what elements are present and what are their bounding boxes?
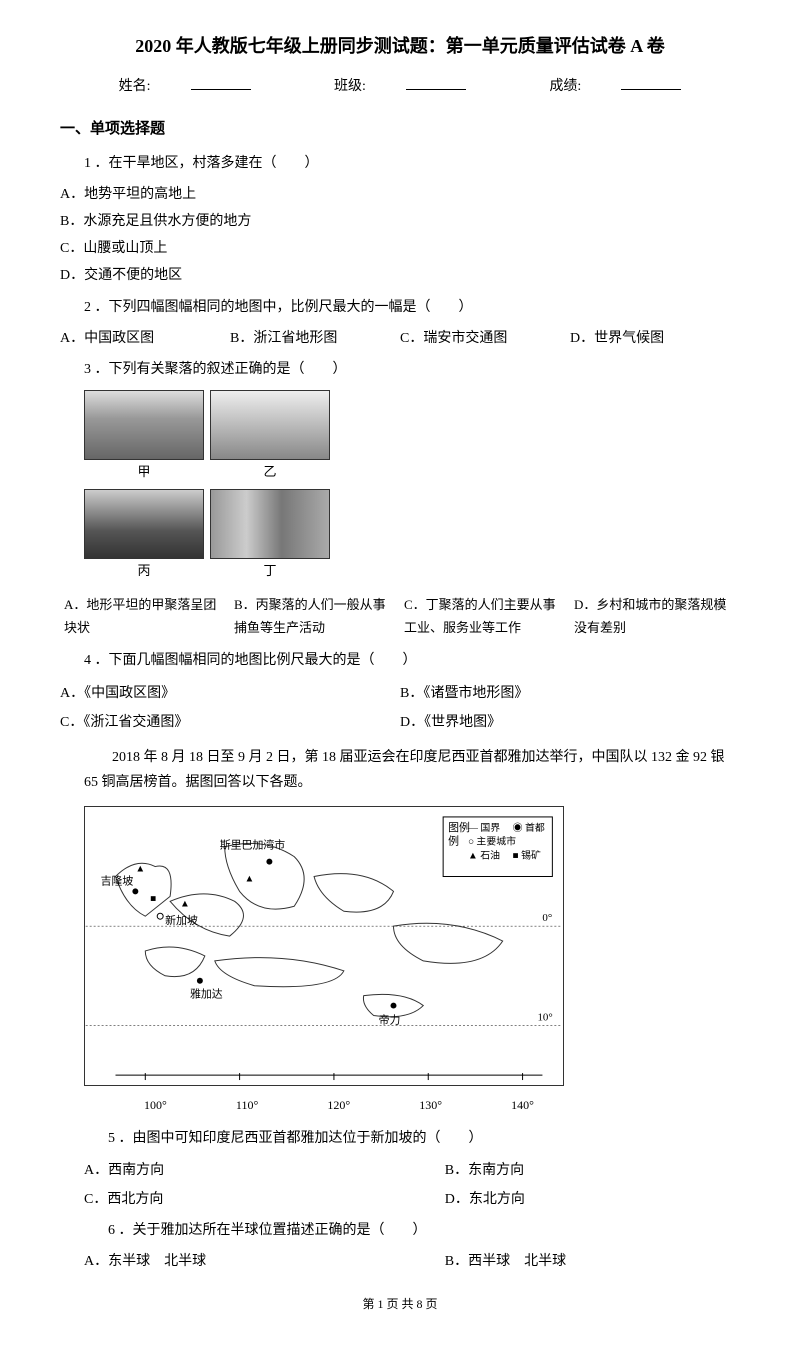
q3-opt-a[interactable]: A．地形平坦的甲聚落呈团块状	[60, 591, 230, 642]
svg-text:斯里巴加湾市: 斯里巴加湾市	[220, 837, 286, 851]
q1-opt-d[interactable]: D．交通不便的地区	[60, 263, 740, 288]
q3-img-b	[210, 390, 330, 460]
question-3: 3 ．下列有关聚落的叙述正确的是（ ）	[84, 357, 740, 382]
svg-text:■ 锡矿: ■ 锡矿	[513, 848, 541, 861]
map-figure: 图例 例 — 国界 ◉ 首都 ○ 主要城市 ▲ 石油 ■ 锡矿 0° 10° 斯…	[84, 806, 564, 1117]
q3-opt-c[interactable]: C．丁聚落的人们主要从事工业、服务业等工作	[400, 591, 570, 642]
svg-text:新加坡: 新加坡	[165, 913, 198, 927]
section-1-title: 一、单项选择题	[60, 116, 740, 143]
question-2-options: A．中国政区图 B．浙江省地形图 C．瑞安市交通图 D．世界气候图	[60, 326, 740, 351]
q3-cap-a: 甲	[84, 460, 204, 483]
q1-opt-b[interactable]: B．水源充足且供水方便的地方	[60, 209, 740, 234]
page-title: 2020 年人教版七年级上册同步测试题：第一单元质量评估试卷 A 卷	[60, 30, 740, 62]
q2-opt-a[interactable]: A．中国政区图	[60, 326, 230, 351]
question-3-options: A．地形平坦的甲聚落呈团块状 B．丙聚落的人们一般从事捕鱼等生产活动 C．丁聚落…	[60, 591, 740, 642]
question-5: 5 ．由图中可知印度尼西亚首都雅加达位于新加坡的（ ）	[108, 1126, 740, 1151]
name-blank[interactable]	[191, 89, 251, 90]
question-1-options: A．地势平坦的高地上 B．水源充足且供水方便的地方 C．山腰或山顶上 D．交通不…	[60, 182, 740, 289]
svg-text:▲: ▲	[180, 898, 190, 909]
q1-opt-a[interactable]: A．地势平坦的高地上	[60, 182, 740, 207]
lon-130: 130°	[419, 1095, 442, 1117]
q3-img-d	[210, 489, 330, 559]
q3-img-a	[84, 390, 204, 460]
svg-text:▲: ▲	[135, 863, 145, 874]
lon-120: 120°	[327, 1095, 350, 1117]
svg-text:雅加达: 雅加达	[190, 986, 223, 1000]
q3-opt-d[interactable]: D．乡村和城市的聚落规模没有差别	[570, 591, 740, 642]
svg-text:10°: 10°	[537, 1011, 552, 1023]
svg-text:0°: 0°	[542, 912, 552, 924]
svg-text:▲: ▲	[245, 873, 255, 884]
q6-opt-a[interactable]: A．东半球 北半球	[84, 1249, 445, 1274]
q3-opt-b[interactable]: B．丙聚落的人们一般从事捕鱼等生产活动	[230, 591, 400, 642]
q5-opt-d[interactable]: D．东北方向	[445, 1187, 740, 1212]
q3-cap-b: 乙	[210, 460, 330, 483]
svg-text:◉ 首都: ◉ 首都	[513, 820, 545, 833]
svg-text:■: ■	[150, 893, 156, 904]
lon-140: 140°	[511, 1095, 534, 1117]
score-label: 成绩:	[549, 79, 581, 94]
q2-opt-c[interactable]: C．瑞安市交通图	[400, 326, 570, 351]
q2-opt-b[interactable]: B．浙江省地形图	[230, 326, 400, 351]
q4-opt-a[interactable]: A．《中国政区图》	[60, 679, 400, 708]
svg-text:— 国界: — 国界	[467, 821, 500, 833]
lon-100: 100°	[144, 1095, 167, 1117]
q3-img-c	[84, 489, 204, 559]
student-info: 姓名: 班级: 成绩:	[60, 74, 740, 99]
svg-text:▲ 石油: ▲ 石油	[468, 848, 500, 861]
q5-opt-b[interactable]: B．东南方向	[445, 1158, 740, 1183]
q3-cap-d: 丁	[210, 559, 330, 582]
q1-opt-c[interactable]: C．山腰或山顶上	[60, 236, 740, 261]
question-1: 1 ．在干旱地区，村落多建在（ ）	[84, 151, 740, 176]
question-4: 4 ．下面几幅图幅相同的地图比例尺最大的是（ ）	[84, 648, 740, 673]
svg-text:○ 主要城市: ○ 主要城市	[468, 834, 516, 847]
question-2: 2 ．下列四幅图幅相同的地图中，比例尺最大的一幅是（ ）	[84, 295, 740, 320]
q4-opt-c[interactable]: C．《浙江省交通图》	[60, 708, 400, 737]
legend-title: 图例	[448, 819, 470, 833]
svg-text:帝力: 帝力	[379, 1012, 401, 1026]
map-svg: 图例 例 — 国界 ◉ 首都 ○ 主要城市 ▲ 石油 ■ 锡矿 0° 10° 斯…	[84, 806, 564, 1086]
passage-text: 2018 年 8 月 18 日至 9 月 2 日，第 18 届亚运会在印度尼西亚…	[84, 745, 740, 795]
q5-opt-a[interactable]: A．西南方向	[84, 1158, 445, 1183]
q4-opt-d[interactable]: D．《世界地图》	[400, 708, 740, 737]
q2-opt-d[interactable]: D．世界气候图	[570, 326, 740, 351]
question-6: 6 ．关于雅加达所在半球位置描述正确的是（ ）	[108, 1218, 740, 1243]
map-lon-axis: 100° 110° 120° 130° 140°	[84, 1095, 564, 1117]
q3-cap-c: 丙	[84, 559, 204, 582]
q6-opt-b[interactable]: B．西半球 北半球	[445, 1249, 740, 1274]
q4-opt-b[interactable]: B．《诸暨市地形图》	[400, 679, 740, 708]
svg-text:例: 例	[448, 833, 459, 847]
name-label: 姓名:	[119, 79, 151, 94]
score-blank[interactable]	[621, 89, 681, 90]
page-footer: 第 1 页 共 8 页	[60, 1294, 740, 1316]
lon-110: 110°	[236, 1095, 258, 1117]
class-blank[interactable]	[406, 89, 466, 90]
class-label: 班级:	[334, 79, 366, 94]
question-3-images: 甲 乙 丙 丁	[84, 390, 364, 583]
question-4-options: A．《中国政区图》 B．《诸暨市地形图》 C．《浙江省交通图》 D．《世界地图》	[60, 679, 740, 737]
svg-text:吉隆坡: 吉隆坡	[101, 873, 134, 887]
q5-opt-c[interactable]: C．西北方向	[84, 1187, 445, 1212]
